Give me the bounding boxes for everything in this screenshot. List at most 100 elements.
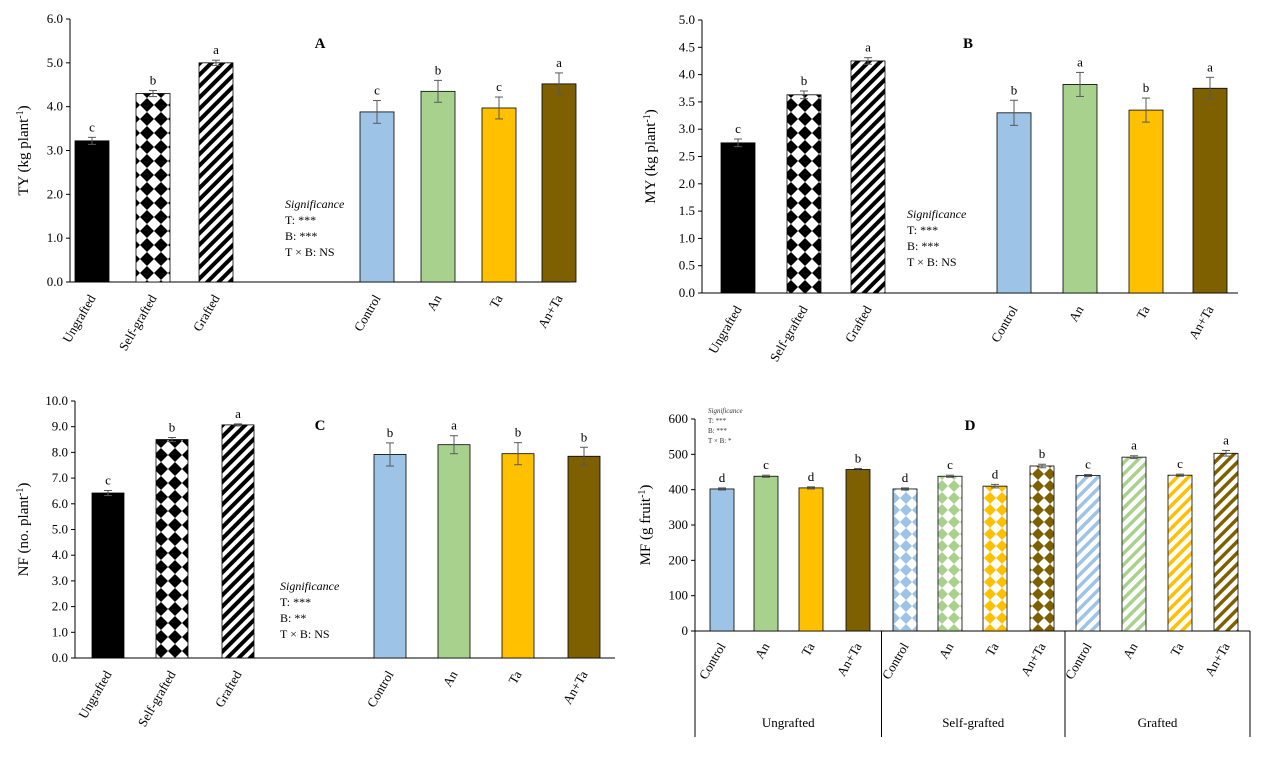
y-tick-label: 6.0 (47, 11, 63, 26)
significance-letter: b (1143, 80, 1150, 95)
bar (753, 475, 779, 632)
bar (1213, 452, 1239, 632)
bar (892, 488, 918, 632)
category-label: Ta (1133, 303, 1153, 322)
category-label: An (424, 292, 445, 314)
y-tick-label: 2.5 (679, 149, 695, 164)
y-tick-label: 500 (669, 446, 689, 461)
panel-b: 0.0 0.5 1.0 1.5 2.0 2.5 3.0 3.5 4.0 4.5 5.0 MY (kg … (642, 12, 1238, 364)
significance-letter: a (556, 55, 562, 70)
significance-letter: c (496, 79, 502, 94)
panel-d: 0 100 200 300 400 500 600 MF (g fruit-1) Dd Contr… (637, 407, 1251, 737)
significance-note: Significance T: *** B: *** T × B: NS (285, 197, 345, 259)
category-label: Ungrafted (59, 292, 99, 346)
category-label: An (440, 668, 461, 690)
bar (937, 475, 963, 632)
y-tick-label: 200 (669, 552, 689, 567)
category-label: Control (364, 668, 397, 710)
category-label: Ungrafted (705, 303, 745, 357)
bar (437, 444, 471, 659)
category-label: Ta (505, 668, 525, 687)
significance-letter: b (855, 450, 862, 465)
category-label: Control (1062, 640, 1095, 682)
y-tick-label: 1.5 (679, 203, 695, 218)
category-label: Ungrafted (75, 668, 115, 722)
y-tick-label: 0.0 (52, 650, 68, 665)
bar (481, 107, 517, 283)
bar (420, 90, 456, 283)
bar (74, 140, 110, 283)
bar (709, 488, 735, 632)
category-label: Control (988, 303, 1021, 345)
bar (786, 94, 822, 294)
bar (798, 487, 824, 632)
y-axis-label: TY (kg plant-1) (15, 105, 32, 195)
y-tick-label: 600 (669, 411, 689, 426)
category-label: Control (879, 640, 912, 682)
category-label: An+Ta (1186, 303, 1217, 342)
y-tick-label: 5.0 (52, 522, 68, 537)
panel-title: A (315, 36, 326, 52)
panel-title: C (315, 418, 326, 434)
category-label: An+Ta (834, 640, 865, 679)
panel-c: 0.0 1.0 2.0 3.0 4.0 5.0 6.0 7.0 8.0 9.0 10.0 NF (no… (15, 393, 615, 729)
significance-line: T: *** (708, 417, 727, 425)
significance-letter: c (374, 83, 380, 98)
y-tick-label: 2.0 (47, 186, 63, 201)
category-label: Grafted (842, 303, 875, 345)
significance-letter: d (719, 470, 726, 485)
bar (198, 62, 234, 283)
significance-letter: a (1077, 54, 1083, 69)
y-tick-label: 6.0 (52, 496, 68, 511)
y-tick-label: 4.0 (47, 99, 63, 114)
significance-line: T × B: * (708, 437, 732, 445)
category-label: Self-grafted (135, 668, 179, 730)
bar (1167, 474, 1193, 632)
category-label: An+Ta (1018, 640, 1049, 679)
group-label: Grafted (1138, 715, 1178, 730)
bar (135, 93, 171, 283)
significance-line: B: *** (708, 427, 727, 435)
y-tick-label: 4.0 (679, 67, 695, 82)
y-tick-label: 8.0 (52, 444, 68, 459)
bar (567, 455, 601, 659)
bar (501, 453, 535, 659)
y-tick-label: 1.0 (47, 230, 63, 245)
bar (1029, 465, 1055, 632)
bar (850, 60, 886, 294)
bar (982, 485, 1008, 632)
category-label: An+Ta (560, 668, 591, 707)
significance-letter: b (581, 429, 588, 444)
panel-title: B (963, 36, 973, 52)
category-label: Self-grafted (116, 292, 160, 354)
y-tick-label: 0.0 (679, 285, 695, 300)
significance-note: Significance T: *** B: ** T × B: NS (280, 579, 340, 641)
bar (221, 424, 255, 659)
significance-heading: Significance (907, 207, 967, 221)
bar (996, 112, 1032, 294)
group-label: Self-grafted (942, 715, 1005, 730)
significance-letter: a (1223, 432, 1229, 447)
y-tick-label: 300 (669, 517, 689, 532)
significance-line: B: *** (285, 229, 317, 243)
significance-line: B: *** (907, 239, 939, 253)
y-tick-label: 100 (669, 588, 689, 603)
y-tick-label: 3.5 (679, 94, 695, 109)
significance-letter: a (451, 418, 457, 433)
y-tick-label: 9.0 (52, 419, 68, 434)
y-tick-label: 7.0 (52, 470, 68, 485)
significance-letter: d (902, 470, 909, 485)
bar (373, 454, 407, 659)
significance-line: T: *** (280, 595, 311, 609)
y-tick-label: 3.0 (47, 143, 63, 158)
significance-letter: b (150, 72, 157, 87)
y-tick-label: 0 (682, 623, 689, 638)
significance-letter: a (235, 406, 241, 421)
y-axis-label: MY (kg plant-1) (642, 109, 659, 203)
category-label: An (752, 640, 773, 662)
y-tick-label: 4.0 (52, 547, 68, 562)
category-label: Self-grafted (767, 303, 811, 365)
bar (541, 83, 577, 283)
significance-letter: c (89, 119, 95, 134)
significance-letter: a (1207, 59, 1213, 74)
